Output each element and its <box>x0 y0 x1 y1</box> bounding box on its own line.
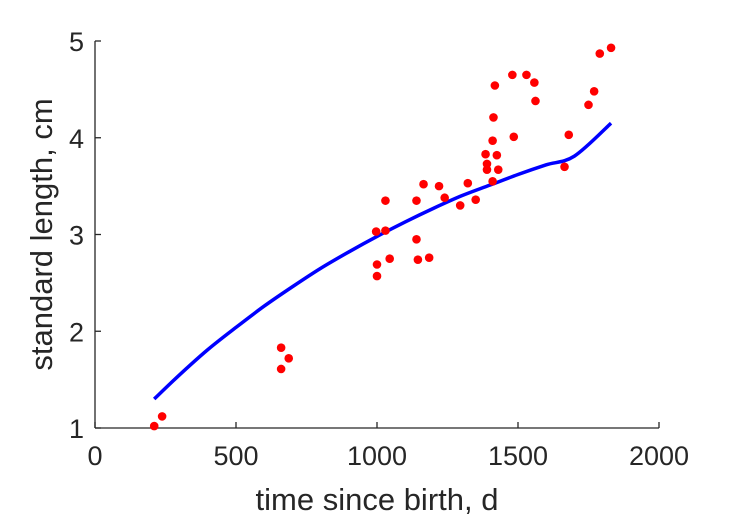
y-tick-label: 2 <box>69 317 84 347</box>
x-tick-label: 0 <box>87 441 102 471</box>
x-tick-label: 2000 <box>629 441 689 471</box>
data-point <box>489 113 498 122</box>
data-point <box>412 196 421 205</box>
data-point <box>471 195 481 204</box>
data-point <box>419 179 428 189</box>
data-point <box>149 421 159 431</box>
data-point <box>372 271 382 281</box>
data-point <box>157 412 167 421</box>
data-point <box>488 176 497 186</box>
data-point <box>522 70 531 80</box>
data-point <box>490 81 500 90</box>
data-point <box>560 162 569 172</box>
data-point <box>492 150 502 160</box>
data-point <box>606 43 616 53</box>
data-point <box>455 201 465 210</box>
data-point <box>381 226 390 235</box>
data-point <box>481 149 490 159</box>
data-point <box>412 235 421 244</box>
y-tick-label: 4 <box>69 124 84 154</box>
y-tick-label: 3 <box>69 221 84 251</box>
x-tick-label: 1500 <box>488 441 548 471</box>
data-point <box>434 181 444 191</box>
data-point <box>284 354 294 363</box>
data-point <box>584 100 593 110</box>
data-point <box>276 343 286 352</box>
data-points <box>149 43 616 431</box>
x-tick-label: 1000 <box>347 441 407 471</box>
y-tick-label: 1 <box>69 414 84 444</box>
fit-curve <box>153 121 613 401</box>
data-point <box>424 253 434 263</box>
data-point <box>276 364 286 374</box>
fit-curve-group <box>153 121 613 401</box>
data-point <box>488 136 497 145</box>
x-ticks: 0 500 1000 1500 2000 <box>87 422 689 471</box>
data-point <box>413 255 423 264</box>
data-point <box>531 96 540 106</box>
data-point <box>381 196 390 205</box>
y-tick-label: 5 <box>69 27 84 57</box>
data-point <box>530 78 539 87</box>
y-axis-label: standard length, cm <box>24 98 59 370</box>
data-point <box>385 254 394 263</box>
y-ticks: 1 2 3 4 5 <box>69 27 101 444</box>
x-tick-label: 500 <box>213 441 258 471</box>
data-point <box>509 132 519 142</box>
data-point <box>595 49 605 58</box>
data-point <box>508 70 517 80</box>
data-point <box>463 178 473 188</box>
data-point <box>564 130 574 140</box>
data-point <box>372 260 382 269</box>
data-point <box>371 227 381 236</box>
data-point <box>440 193 449 203</box>
x-axis-label: time since birth, d <box>256 482 499 517</box>
data-point <box>493 165 503 174</box>
data-point <box>482 165 492 174</box>
data-point <box>589 87 599 96</box>
